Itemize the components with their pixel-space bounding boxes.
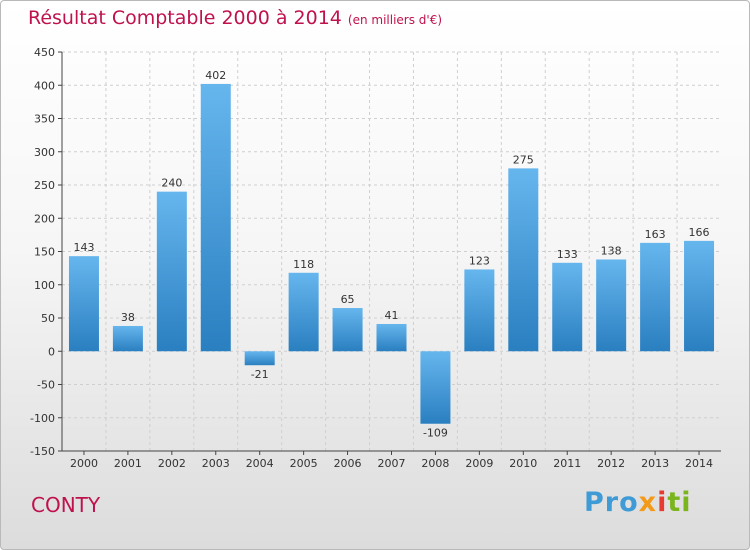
- bar: [200, 83, 231, 352]
- x-tick-label: 2010: [509, 457, 537, 470]
- bar: [640, 242, 671, 352]
- bar: [376, 323, 407, 352]
- x-tick-label: 2014: [685, 457, 713, 470]
- bar: [288, 272, 319, 352]
- y-tick-label: -50: [37, 379, 55, 392]
- y-tick-label: 0: [48, 345, 55, 358]
- y-tick-label: 300: [34, 146, 55, 159]
- logo-part-1: Pro: [584, 487, 639, 518]
- x-tick-label: 2012: [597, 457, 625, 470]
- x-tick-label: 2007: [378, 457, 406, 470]
- x-tick-label: 2001: [114, 457, 142, 470]
- bar: [68, 256, 99, 352]
- bar-value-label: 65: [341, 293, 355, 306]
- bar-value-label: 240: [161, 177, 182, 190]
- bar-value-label: 118: [293, 258, 314, 271]
- y-tick-label: 150: [34, 246, 55, 259]
- bar-value-label: 123: [469, 254, 490, 267]
- chart-title-unit: (en milliers d'€): [347, 13, 443, 27]
- y-tick-label: 400: [34, 79, 55, 92]
- x-tick-label: 2005: [290, 457, 318, 470]
- bar: [156, 191, 187, 352]
- bar-value-label: 138: [601, 244, 622, 257]
- bar-value-label: 38: [121, 311, 135, 324]
- y-tick-label: 450: [34, 46, 55, 59]
- y-tick-label: -150: [30, 445, 55, 458]
- logo-part-2: x: [638, 487, 658, 518]
- bar-value-label: -109: [423, 427, 448, 440]
- logo-part-3: i: [657, 487, 668, 518]
- x-tick-label: 2011: [553, 457, 581, 470]
- bar-value-label: 166: [689, 226, 710, 239]
- bar: [332, 308, 363, 352]
- x-tick-label: 2004: [246, 457, 274, 470]
- bar-value-label: 275: [513, 153, 534, 166]
- bar: [684, 240, 715, 352]
- town-name: CONTY: [31, 493, 101, 517]
- y-tick-label: 100: [34, 279, 55, 292]
- chart-title-text: Résultat Comptable 2000 à 2014: [28, 7, 342, 29]
- bar-value-label: 143: [73, 241, 94, 254]
- bar-value-label: 133: [557, 248, 578, 261]
- chart-title: Résultat Comptable 2000 à 2014 (en millie…: [28, 7, 442, 29]
- x-tick-label: 2008: [421, 457, 449, 470]
- bar-value-label: 402: [205, 69, 226, 82]
- bar: [112, 325, 143, 352]
- x-tick-label: 2000: [70, 457, 98, 470]
- bar: [244, 351, 275, 366]
- bar: [464, 269, 495, 352]
- y-tick-label: -100: [30, 412, 55, 425]
- x-tick-label: 2009: [465, 457, 493, 470]
- bar-value-label: 41: [385, 309, 399, 322]
- bar: [552, 262, 583, 352]
- x-tick-label: 2003: [202, 457, 230, 470]
- bar: [420, 351, 451, 424]
- y-tick-label: 250: [34, 179, 55, 192]
- proxiti-logo: Proxiti: [584, 487, 692, 518]
- bar: [508, 168, 539, 352]
- x-tick-label: 2006: [334, 457, 362, 470]
- logo-part-4: ti: [667, 487, 692, 518]
- x-tick-label: 2002: [158, 457, 186, 470]
- y-tick-label: 350: [34, 113, 55, 126]
- bar-value-label: -21: [251, 368, 269, 381]
- y-tick-label: 200: [34, 212, 55, 225]
- x-tick-label: 2013: [641, 457, 669, 470]
- bar: [596, 259, 627, 352]
- y-tick-label: 50: [41, 312, 55, 325]
- bar-value-label: 163: [645, 228, 666, 241]
